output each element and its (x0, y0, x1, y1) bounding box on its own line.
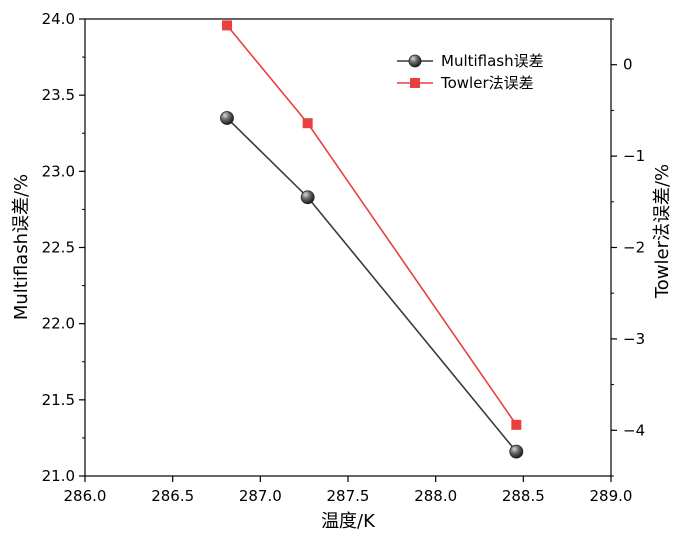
x-tick-label: 289.0 (590, 487, 633, 505)
right-y-axis-title: Towler法误差/% (652, 164, 673, 299)
left-y-tick-label: 23.5 (42, 86, 75, 104)
right-y-tick-label: −3 (623, 330, 645, 348)
left-y-tick-label: 21.0 (42, 467, 75, 485)
right-y-tick-label: −4 (623, 421, 645, 439)
left-y-axis-title: Multiflash误差/% (11, 174, 32, 320)
left-y-tick-label: 22.5 (42, 239, 75, 257)
legend-multiflash-marker (408, 54, 422, 68)
x-tick-label: 287.5 (327, 487, 370, 505)
legend-multiflash-label: Multiflash误差 (441, 52, 544, 70)
x-tick-label: 286.0 (64, 487, 107, 505)
left-y-tick-label: 23.0 (42, 162, 75, 180)
right-y-tick-label: 0 (623, 56, 633, 74)
series-layer (220, 20, 524, 459)
x-axis-title: 温度/K (321, 511, 376, 532)
data-point-towler (302, 118, 313, 129)
x-tick-label: 288.5 (502, 487, 545, 505)
left-y-tick-label: 22.0 (42, 315, 75, 333)
data-point-multiflash (300, 190, 315, 205)
legend-towler-label: Towler法误差 (440, 74, 534, 92)
right-y-tick-label: −1 (623, 147, 645, 165)
data-point-multiflash (509, 444, 524, 459)
data-point-towler (222, 20, 233, 31)
legend: Multiflash误差 Towler法误差 (397, 52, 544, 92)
x-tick-label: 287.0 (239, 487, 282, 505)
x-tick-label: 288.0 (414, 487, 457, 505)
x-tick-label: 286.5 (151, 487, 194, 505)
data-point-towler (511, 419, 522, 430)
legend-towler-marker (410, 78, 420, 88)
data-point-multiflash (220, 111, 234, 125)
left-y-tick-label: 21.5 (42, 391, 75, 409)
right-y-tick-label: −2 (623, 239, 645, 257)
ticks-layer: 286.0 286.5 287.0 287.5 288.0 288.5 289.0 21.0 2… (42, 10, 646, 505)
left-y-tick-label: 24.0 (42, 10, 75, 28)
series-line-multiflash (226, 117, 517, 453)
